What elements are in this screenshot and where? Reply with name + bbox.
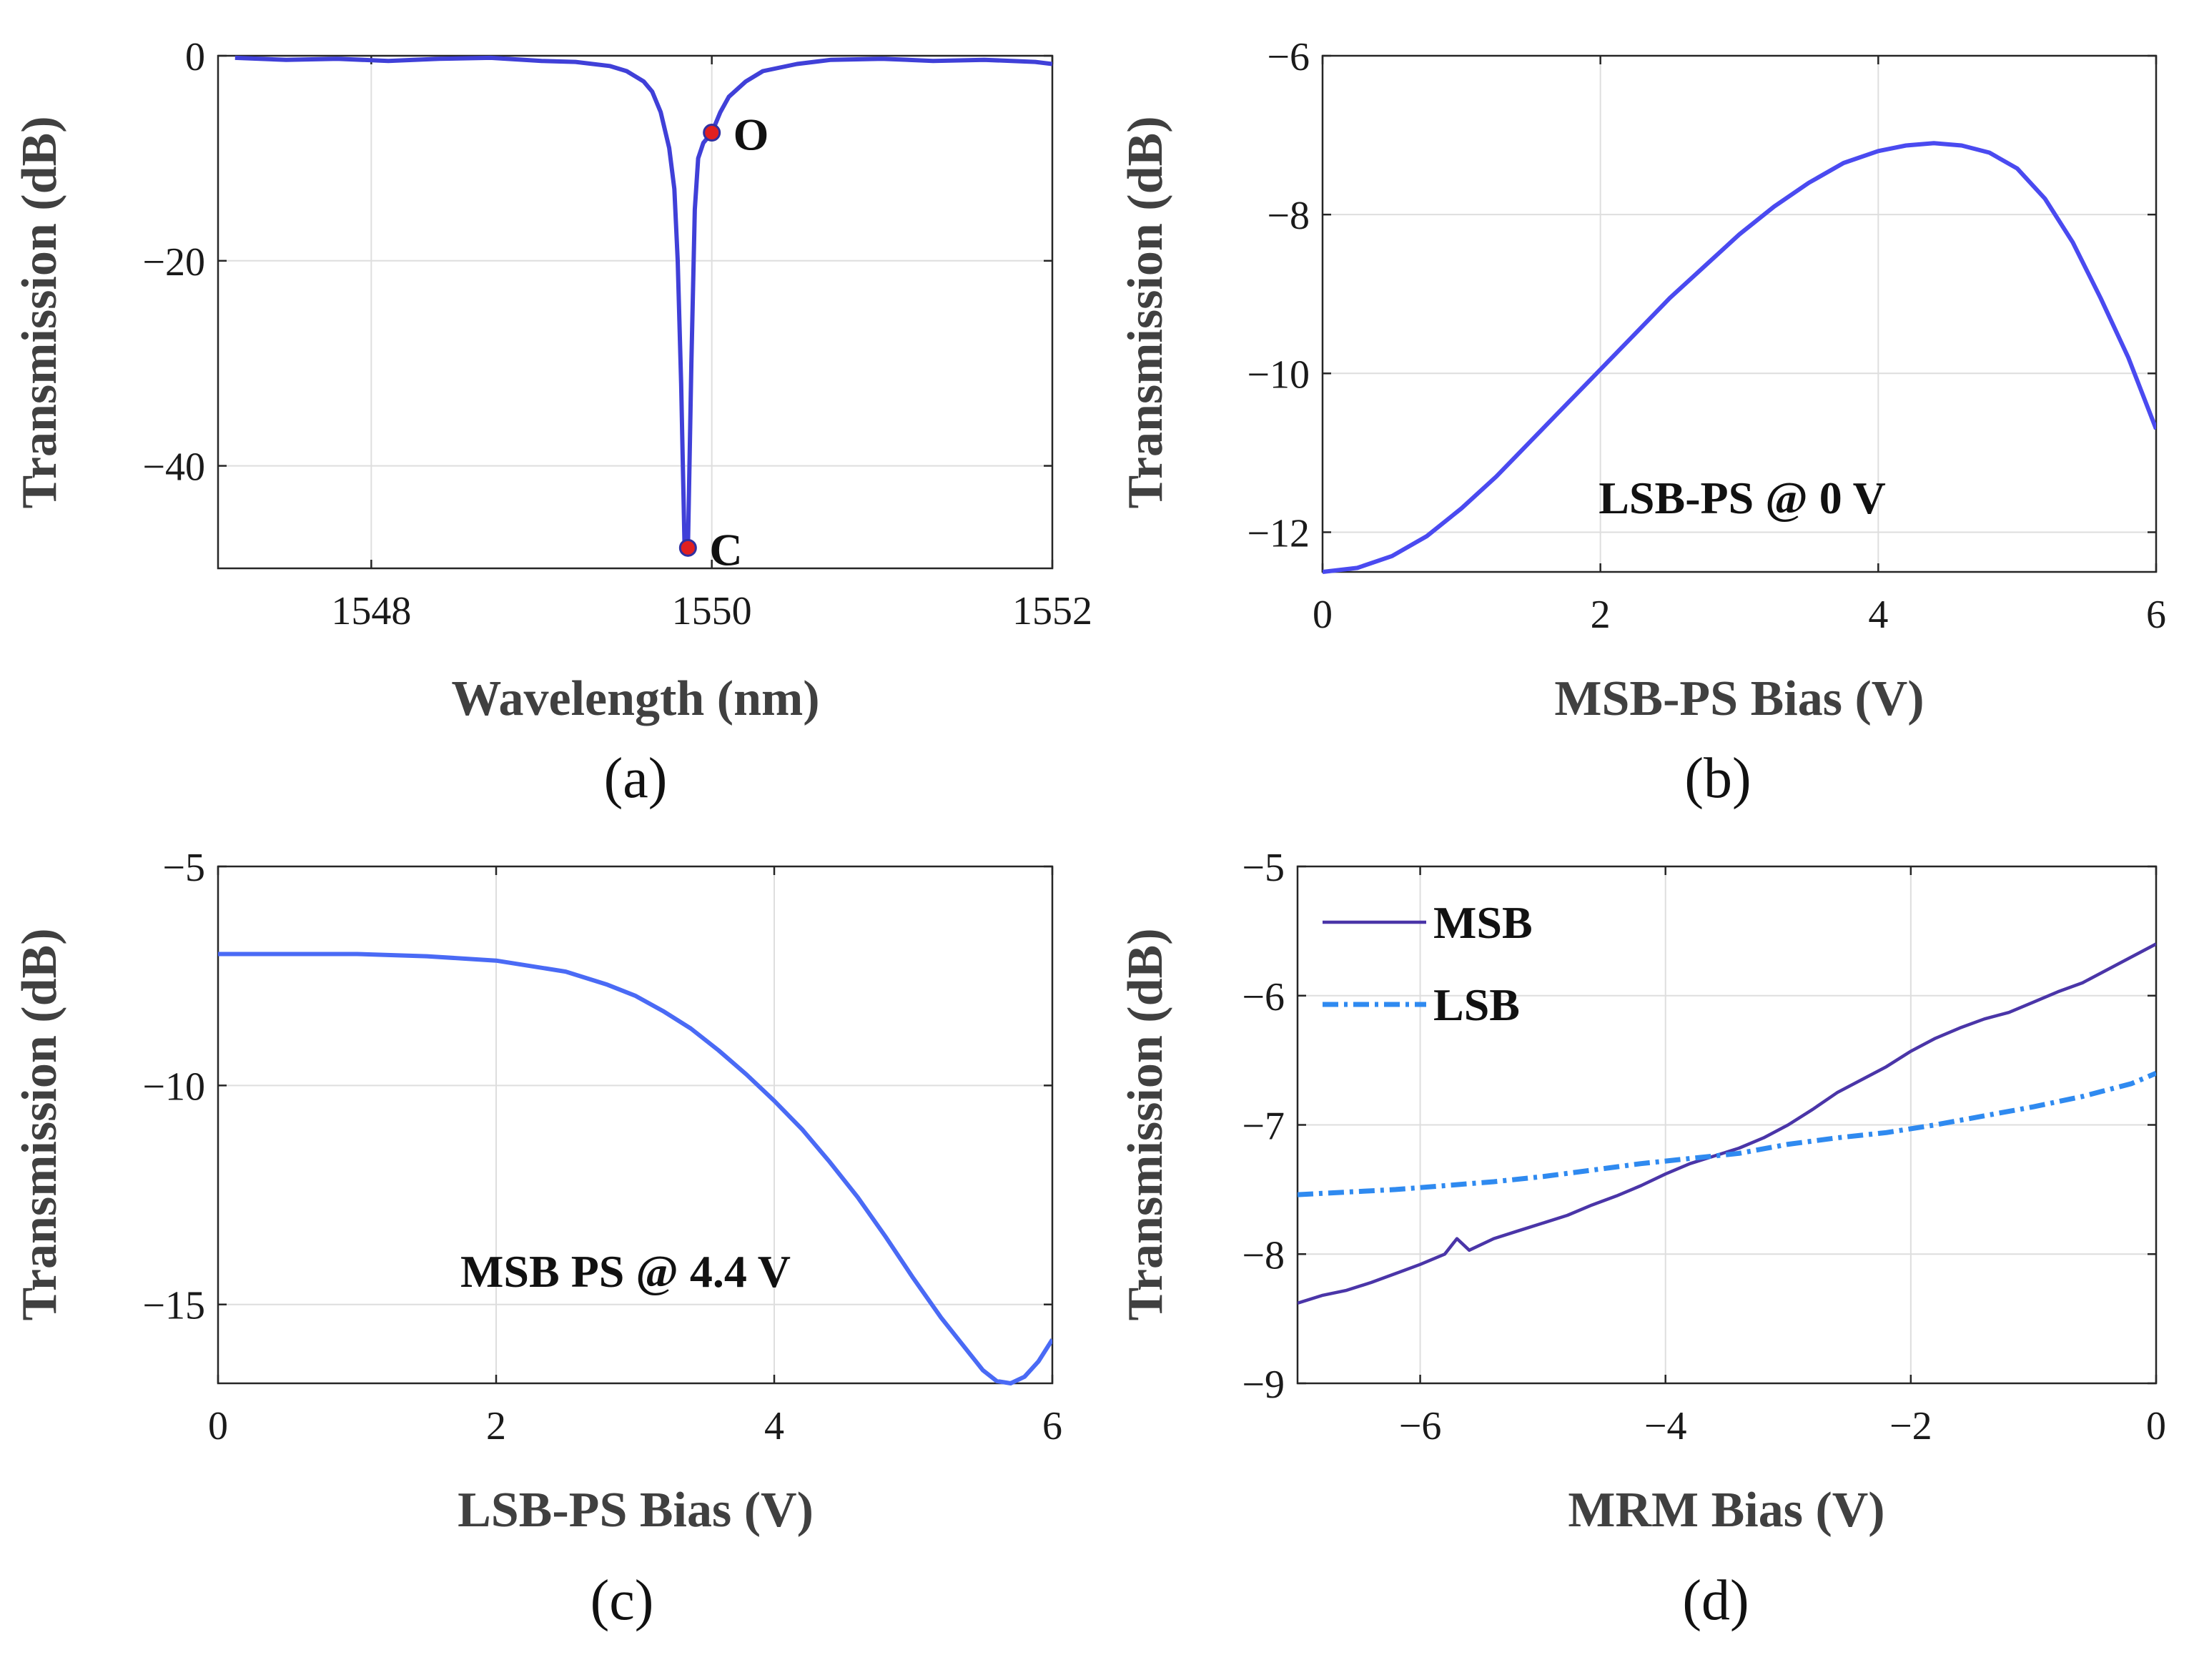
y-tick-label: −5 bbox=[162, 846, 205, 890]
y-tick-label: −12 bbox=[1247, 511, 1310, 555]
x-tick-label: 0 bbox=[2146, 1404, 2166, 1448]
x-tick-label: 4 bbox=[1868, 593, 1888, 637]
y-tick-label: −8 bbox=[1267, 194, 1310, 238]
y-axis-label: Transmission (dB) bbox=[1118, 928, 1173, 1320]
x-tick-label: −6 bbox=[1399, 1404, 1442, 1448]
x-tick-label: 2 bbox=[1591, 593, 1611, 637]
x-tick-label: −4 bbox=[1644, 1404, 1687, 1448]
x-axis-label: MSB-PS Bias (V) bbox=[1554, 671, 1924, 726]
marker-label-c: C bbox=[709, 524, 742, 575]
y-tick-label: −10 bbox=[1247, 352, 1310, 397]
legend: MSB LSB bbox=[1323, 897, 1533, 1030]
y-tick-label: −9 bbox=[1242, 1363, 1285, 1407]
x-axis-label: LSB-PS Bias (V) bbox=[458, 1483, 814, 1538]
axes-frame bbox=[217, 865, 1054, 1385]
y-tick-label: −40 bbox=[142, 445, 205, 490]
chart-panel-b: 0 2 4 6 −6 −8 −10 −12 MSB-PS Bias (V) Transmissio… bbox=[1118, 35, 2166, 810]
panel-label: (c) bbox=[591, 1569, 654, 1632]
y-tick-label: −5 bbox=[1242, 846, 1285, 890]
marker-point-o bbox=[703, 124, 721, 142]
annotation-text: MSB PS @ 4.4 V bbox=[460, 1246, 791, 1297]
x-tick-label: 0 bbox=[208, 1404, 228, 1448]
x-axis-label: Wavelength (nm) bbox=[451, 671, 819, 726]
series-line-msb bbox=[1298, 942, 2156, 1305]
y-tick-label: −7 bbox=[1242, 1105, 1285, 1149]
series-line-transmission bbox=[1323, 141, 2156, 574]
chart-panel-d: −6 −4 −2 0 −5 −6 −7 −8 −9 MRM Bias (V) Transmissio… bbox=[1118, 846, 2166, 1632]
series-line-transmission bbox=[234, 55, 1052, 550]
marker-point-c bbox=[678, 538, 697, 557]
y-axis-label: Transmission (dB) bbox=[12, 928, 67, 1320]
y-tick-label: 0 bbox=[185, 35, 205, 79]
marker-label-o: O bbox=[733, 109, 769, 160]
panel-label: (d) bbox=[1682, 1569, 1749, 1632]
x-tick-label: −2 bbox=[1889, 1404, 1932, 1448]
axes-frame bbox=[1321, 54, 2158, 573]
series-line-lsb bbox=[1298, 1070, 2156, 1197]
series-line-transmission bbox=[218, 952, 1052, 1385]
axes-frame bbox=[217, 54, 1054, 570]
x-tick-label: 1552 bbox=[1012, 589, 1092, 633]
x-tick-label: 4 bbox=[764, 1404, 784, 1448]
panel-label: (b) bbox=[1684, 747, 1751, 810]
x-tick-label: 1548 bbox=[331, 589, 411, 633]
x-tick-label: 6 bbox=[2146, 593, 2166, 637]
y-tick-label: −20 bbox=[142, 240, 205, 285]
x-tick-label: 6 bbox=[1042, 1404, 1062, 1448]
y-tick-label: −15 bbox=[142, 1284, 205, 1328]
y-axis-label: Transmission (dB) bbox=[12, 116, 67, 508]
y-axis-label: Transmission (dB) bbox=[1118, 116, 1173, 508]
legend-label-lsb: LSB bbox=[1433, 979, 1520, 1030]
chart-panel-a: 1548 1550 1552 0 −20 −40 Wavelength (nm) Transm… bbox=[12, 35, 1092, 810]
y-tick-label: −10 bbox=[142, 1064, 205, 1109]
x-axis-label: MRM Bias (V) bbox=[1568, 1483, 1884, 1538]
y-tick-label: −8 bbox=[1242, 1233, 1285, 1278]
y-tick-label: −6 bbox=[1267, 35, 1310, 79]
x-tick-label: 1550 bbox=[672, 589, 752, 633]
x-tick-label: 2 bbox=[486, 1404, 506, 1448]
legend-label-msb: MSB bbox=[1433, 897, 1533, 948]
x-tick-label: 0 bbox=[1313, 593, 1333, 637]
panel-label: (a) bbox=[604, 747, 668, 810]
annotation-text: LSB-PS @ 0 V bbox=[1598, 473, 1886, 523]
chart-panel-c: 0 2 4 6 −5 −10 −15 LSB-PS Bias (V) Transmission … bbox=[12, 846, 1062, 1632]
y-tick-label: −6 bbox=[1242, 975, 1285, 1019]
